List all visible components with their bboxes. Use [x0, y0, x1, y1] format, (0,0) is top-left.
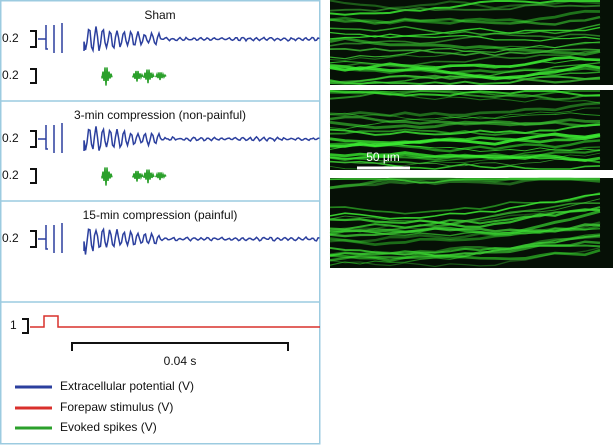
fiber [329, 37, 601, 56]
fiber [329, 41, 601, 60]
trace-frame [0, 0, 321, 445]
fiber [329, 134, 601, 145]
fiber [329, 23, 601, 35]
fiber [329, 40, 601, 62]
panel-title: 3-min compression (non-painful) [74, 108, 246, 122]
panel-title: Sham [144, 8, 175, 22]
spike-trace [155, 71, 167, 81]
fiber [329, 66, 601, 75]
scale-bracket [30, 230, 37, 248]
fiber [329, 26, 601, 40]
scale-label: 0.2 [2, 168, 19, 182]
fiber [329, 9, 601, 25]
fiber [329, 158, 601, 167]
fiber [329, 115, 601, 128]
time-scale-label: 0.04 s [164, 354, 197, 368]
image-scale-label: 50 μm [366, 150, 400, 164]
fiber [329, 15, 601, 26]
time-scale-bar [71, 342, 289, 351]
spike-trace [132, 70, 144, 82]
stimulus-scale-label: 1 [10, 318, 17, 332]
fiber [329, 248, 601, 262]
fiber [329, 31, 601, 42]
spike-trace [132, 170, 144, 182]
fiber [329, 62, 601, 84]
legend-label: Extracellular potential (V) [60, 379, 194, 393]
stimulus-trace [30, 315, 320, 328]
spike-trace [143, 169, 155, 184]
scale-label: 0.2 [2, 231, 19, 245]
fiber [329, 193, 601, 220]
spike-trace [101, 67, 113, 86]
micrographs: 50 μm [329, 0, 613, 268]
traces: Sham 0.2 0.2 3-min compression (non-painful… [2, 8, 320, 255]
fiber [329, 63, 601, 81]
fiber [329, 3, 601, 12]
fiber [329, 224, 601, 246]
fiber [329, 123, 601, 136]
panel-title: 15-min compression (painful) [83, 208, 238, 222]
fiber [329, 234, 601, 257]
fiber [329, 50, 601, 68]
spike-trace [143, 69, 155, 84]
legend-label: Evoked spikes (V) [60, 420, 157, 434]
fiber [329, 177, 601, 190]
fiber [329, 139, 601, 153]
extracellular-trace [38, 123, 320, 153]
fiber [329, 208, 601, 231]
extracellular-trace [38, 23, 320, 54]
fiber [329, 0, 601, 10]
scale-bracket [22, 318, 29, 334]
fiber [329, 112, 601, 130]
fiber [329, 177, 600, 189]
fiber [329, 75, 601, 85]
spike-trace [155, 171, 167, 181]
scale-bracket [30, 68, 37, 84]
fiber [329, 202, 601, 233]
extracellular-trace [38, 223, 320, 255]
legend-label: Forepaw stimulus (V) [60, 400, 173, 414]
fiber [329, 101, 601, 118]
scale-label: 0.2 [2, 31, 19, 45]
fiber [329, 47, 601, 57]
scale-label: 0.2 [2, 131, 19, 145]
fiber [329, 0, 600, 16]
fiber [329, 223, 601, 238]
fiber [329, 56, 601, 71]
scale-bracket [30, 30, 37, 48]
scale-bracket [30, 130, 37, 148]
fiber [329, 146, 601, 165]
fiber [329, 153, 601, 164]
fiber [329, 128, 601, 141]
fiber [329, 221, 601, 243]
spike-trace [101, 167, 113, 186]
fiber [329, 208, 601, 229]
fiber [329, 227, 601, 237]
fiber [329, 209, 601, 236]
fiber [329, 244, 601, 257]
fiber [329, 107, 601, 122]
scale-bracket [30, 168, 37, 184]
scale-label: 0.2 [2, 68, 19, 82]
fiber [329, 89, 601, 97]
